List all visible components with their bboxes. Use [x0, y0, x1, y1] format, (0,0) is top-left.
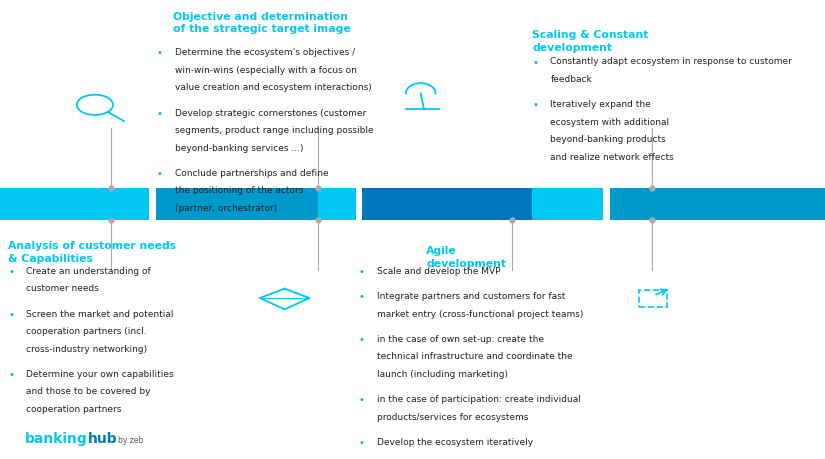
Text: •: • [8, 266, 14, 276]
Text: launch (including marketing): launch (including marketing) [377, 369, 508, 378]
Bar [639, 291, 667, 307]
Text: •: • [157, 108, 163, 118]
Text: products/services for ecosystems: products/services for ecosystems [377, 412, 528, 421]
Text: •: • [359, 334, 365, 344]
Text: Conclude partnerships and define: Conclude partnerships and define [175, 168, 328, 178]
Text: by zeb: by zeb [118, 435, 144, 444]
Text: Develop the ecosystem iteratively: Develop the ecosystem iteratively [377, 437, 533, 446]
Text: (partner, orchestrator): (partner, orchestrator) [175, 203, 277, 213]
Text: Objective and determination
of the strategic target image: Objective and determination of the strat… [173, 11, 351, 34]
Text: technical infrastructure and coordinate the: technical infrastructure and coordinate … [377, 352, 573, 361]
Text: and realize network effects: and realize network effects [550, 152, 674, 162]
Text: Integrate partners and customers for fast: Integrate partners and customers for fas… [377, 291, 565, 301]
Text: banking: banking [25, 431, 87, 445]
Bar [153, 188, 318, 220]
Text: customer needs: customer needs [26, 284, 99, 293]
Text: and those to be covered by: and those to be covered by [26, 386, 151, 396]
Text: market entry (cross-functional project teams): market entry (cross-functional project t… [377, 309, 583, 318]
Bar [356, 186, 362, 223]
Text: •: • [359, 291, 365, 302]
Text: cross-industry networking): cross-industry networking) [26, 344, 148, 353]
Text: •: • [8, 369, 14, 379]
Text: Constantly adapt ecosystem in response to customer: Constantly adapt ecosystem in response t… [550, 57, 792, 67]
Text: Determine the ecosystem’s objectives /: Determine the ecosystem’s objectives / [175, 48, 355, 57]
Text: in the case of own set-up: create the: in the case of own set-up: create the [377, 334, 544, 343]
Text: cooperation partners (incl.: cooperation partners (incl. [26, 326, 147, 336]
Bar [606, 188, 825, 220]
Bar [532, 188, 606, 220]
Bar [603, 186, 610, 223]
Text: Scaling & Constant
development: Scaling & Constant development [532, 30, 648, 53]
Text: •: • [359, 394, 365, 404]
Text: beyond-banking products: beyond-banking products [550, 135, 666, 144]
Text: •: • [359, 266, 365, 276]
Text: ecosystem with additional: ecosystem with additional [550, 118, 669, 127]
Text: Analysis of customer needs
& Capabilities: Analysis of customer needs & Capabilitie… [8, 241, 177, 264]
Text: •: • [359, 437, 365, 447]
Text: cooperation partners: cooperation partners [26, 404, 122, 413]
Text: •: • [157, 168, 163, 179]
Text: Determine your own capabilities: Determine your own capabilities [26, 369, 174, 378]
Text: feedback: feedback [550, 75, 592, 84]
Text: the positioning of the actors: the positioning of the actors [175, 186, 304, 195]
Text: value creation and ecosystem interactions): value creation and ecosystem interaction… [175, 83, 371, 92]
Text: Scale and develop the MVP: Scale and develop the MVP [377, 266, 501, 275]
Text: Create an understanding of: Create an understanding of [26, 266, 151, 275]
Text: •: • [8, 309, 14, 319]
Bar [0, 188, 153, 220]
Text: win-win-wins (especially with a focus on: win-win-wins (especially with a focus on [175, 66, 356, 75]
Text: •: • [532, 57, 538, 67]
Bar [149, 186, 156, 223]
Text: •: • [532, 100, 538, 110]
Bar [359, 188, 532, 220]
Text: Agile
development: Agile development [427, 246, 506, 269]
Text: Screen the market and potential: Screen the market and potential [26, 309, 174, 318]
Bar [318, 188, 359, 220]
Text: segments, product range including possible: segments, product range including possib… [175, 126, 374, 135]
Text: Iteratively expand the: Iteratively expand the [550, 100, 651, 109]
Text: •: • [157, 48, 163, 58]
Text: in the case of participation: create individual: in the case of participation: create ind… [377, 394, 581, 403]
Text: hub: hub [88, 431, 118, 445]
Text: Develop strategic cornerstones (customer: Develop strategic cornerstones (customer [175, 108, 366, 118]
Text: beyond-banking services ...): beyond-banking services ...) [175, 143, 304, 152]
